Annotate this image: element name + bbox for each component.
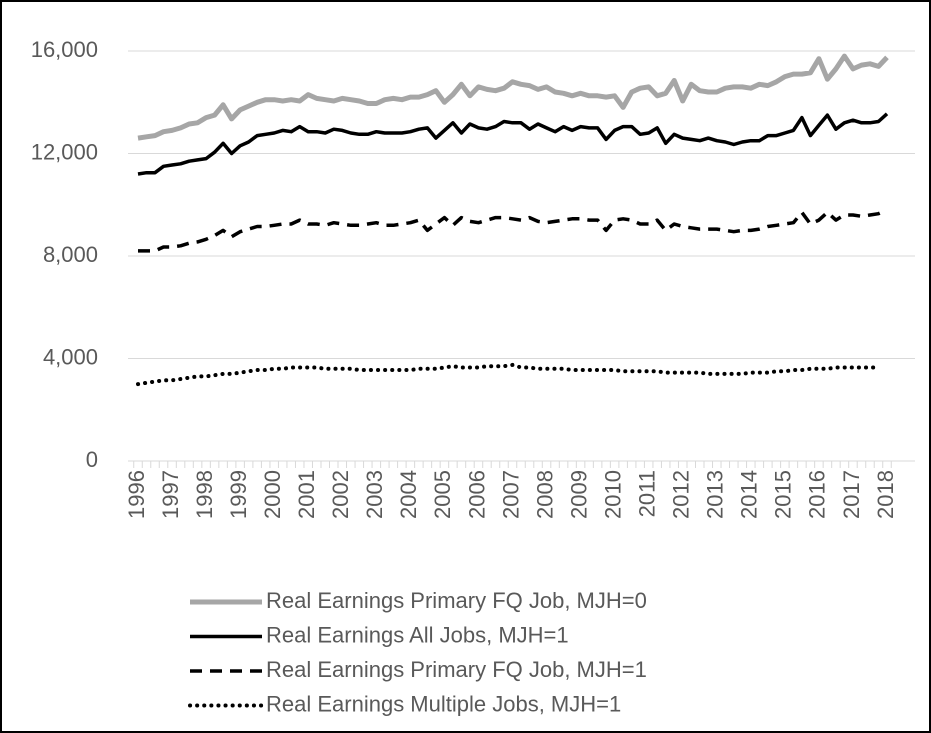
legend-label: Real Earnings Primary FQ Job, MJH=1 (266, 657, 647, 682)
x-tick-label: 2001 (294, 470, 319, 519)
x-tick-label: 1996 (124, 470, 149, 519)
x-tick-label: 2000 (260, 470, 285, 519)
x-tick-label: 2009 (566, 470, 591, 519)
x-tick-label: 2007 (498, 470, 523, 519)
x-tick-label: 2013 (703, 470, 728, 519)
x-tick-label: 2005 (430, 470, 455, 519)
x-tick-label: 2014 (737, 470, 762, 519)
legend-label: Real Earnings Multiple Jobs, MJH=1 (266, 691, 621, 716)
x-tick-label: 2012 (669, 470, 694, 519)
x-tick-label: 1998 (192, 470, 217, 519)
series-line (138, 208, 888, 253)
x-tick-label: 2006 (464, 470, 489, 519)
x-tick-label: 1997 (158, 470, 183, 519)
y-tick-label: 16,000 (31, 37, 98, 62)
series-line (137, 53, 889, 141)
x-tick-label: 2004 (396, 470, 421, 519)
x-tick-label: 2016 (805, 470, 830, 519)
series-line (137, 112, 889, 176)
x-tick-label: 2010 (600, 470, 625, 519)
legend-label: Real Earnings Primary FQ Job, MJH=0 (266, 588, 647, 613)
x-tick-label: 2018 (873, 470, 898, 519)
x-tick-label: 2015 (771, 470, 796, 519)
legend-label: Real Earnings All Jobs, MJH=1 (266, 622, 569, 647)
x-tick-label: 2003 (362, 470, 387, 519)
y-tick-label: 8,000 (43, 242, 98, 267)
y-tick-label: 12,000 (31, 139, 98, 164)
y-tick-label: 0 (86, 447, 98, 472)
x-tick-label: 2011 (634, 470, 659, 517)
x-tick-label: 2017 (839, 470, 864, 519)
x-tick-label: 2008 (532, 470, 557, 519)
x-tick-label: 2002 (328, 470, 353, 519)
y-tick-label: 4,000 (43, 344, 98, 369)
x-tick-label: 1999 (226, 470, 251, 519)
